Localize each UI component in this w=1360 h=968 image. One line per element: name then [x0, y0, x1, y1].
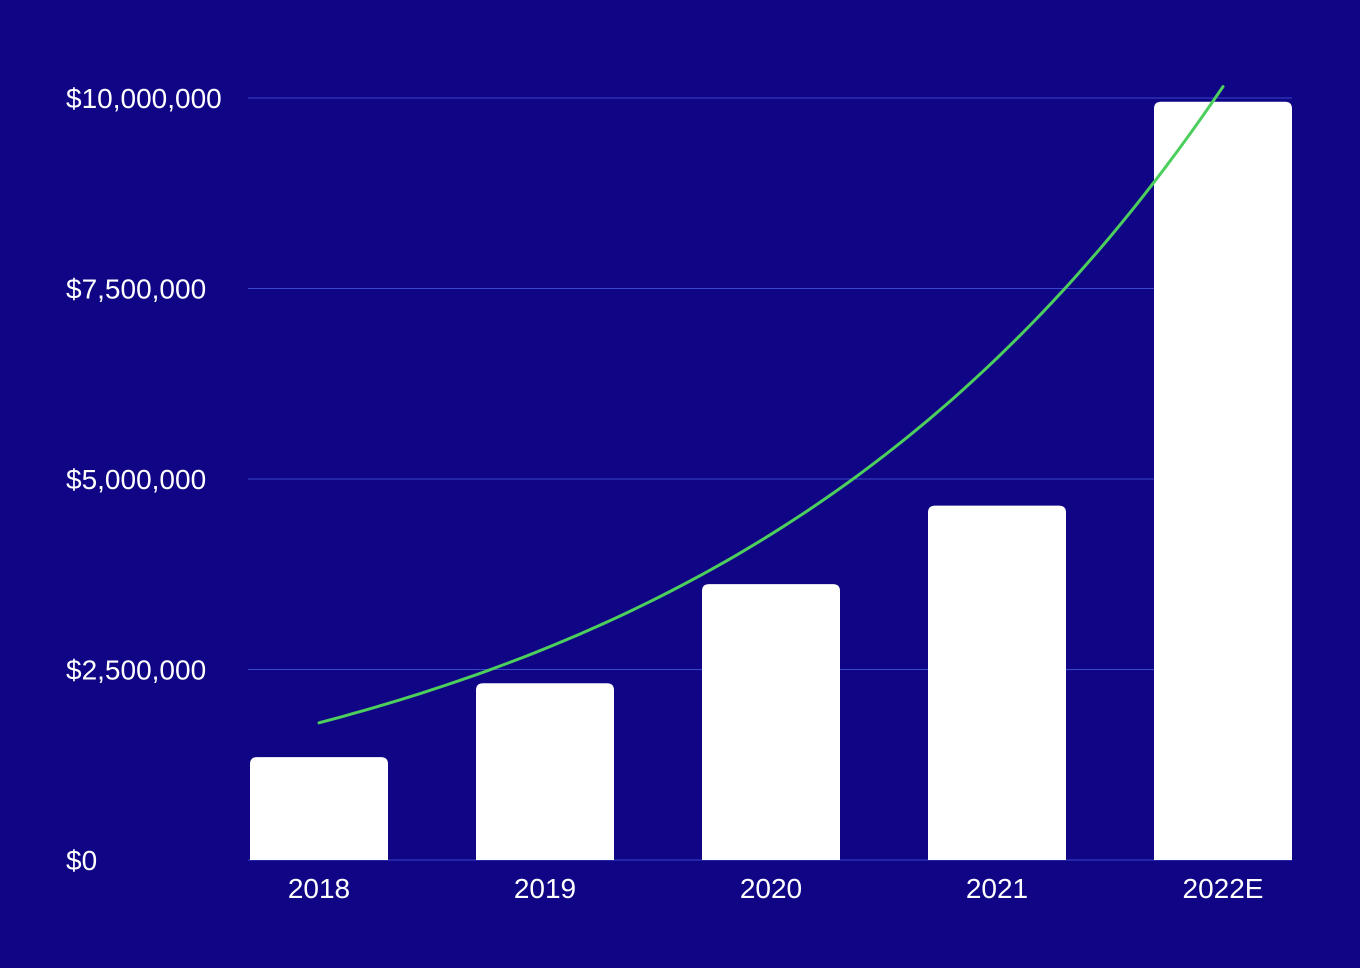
- y-tick-label: $0: [66, 845, 97, 876]
- bar-2021: [928, 505, 1066, 860]
- bar-2020: [702, 584, 840, 860]
- y-axis-tick-labels: $0 $2,500,000 $5,000,000 $7,500,000 $10,000,…: [66, 83, 222, 876]
- x-tick-label: 2021: [966, 873, 1028, 904]
- y-tick-label: $2,500,000: [66, 655, 206, 686]
- bar-2019: [476, 683, 614, 860]
- bar-2022E: [1154, 101, 1292, 860]
- y-tick-label: $10,000,000: [66, 83, 222, 114]
- y-tick-label: $5,000,000: [66, 464, 206, 495]
- x-tick-label: 2020: [740, 873, 802, 904]
- x-tick-label: 2022E: [1183, 873, 1264, 904]
- x-axis-tick-labels: 2018 2019 2020 2021 2022E: [288, 873, 1264, 904]
- bars: [250, 101, 1292, 860]
- y-tick-label: $7,500,000: [66, 274, 206, 305]
- x-tick-label: 2019: [514, 873, 576, 904]
- trendline: [317, 85, 1225, 725]
- trendline-layer: [317, 85, 1225, 725]
- bar-2018: [250, 757, 388, 860]
- x-tick-label: 2018: [288, 873, 350, 904]
